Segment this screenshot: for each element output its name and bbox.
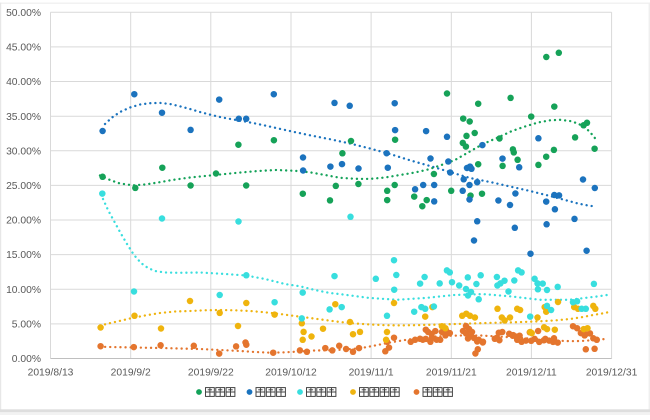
svg-text:45.00%: 45.00%: [6, 43, 41, 54]
svg-text:10.00%: 10.00%: [6, 285, 41, 296]
svg-text:2019/11/21: 2019/11/21: [426, 368, 477, 379]
svg-text:2019/9/2: 2019/9/2: [111, 368, 151, 379]
svg-text:5.00%: 5.00%: [12, 320, 41, 331]
svg-text:2019/9/22: 2019/9/22: [188, 368, 234, 379]
svg-text:2019/12/11: 2019/12/11: [506, 368, 557, 379]
svg-text:20.00%: 20.00%: [6, 216, 41, 227]
svg-text:40.00%: 40.00%: [6, 77, 41, 88]
svg-text:25.00%: 25.00%: [6, 181, 41, 192]
svg-text:2019/11/1: 2019/11/1: [349, 368, 394, 379]
svg-text:35.00%: 35.00%: [6, 112, 41, 123]
svg-text:0.00%: 0.00%: [12, 354, 41, 365]
svg-text:2019/8/13: 2019/8/13: [28, 368, 74, 379]
svg-text:2019/10/12: 2019/10/12: [265, 368, 317, 379]
svg-text:30.00%: 30.00%: [6, 146, 41, 157]
svg-text:15.00%: 15.00%: [6, 250, 41, 261]
svg-text:50.00%: 50.00%: [6, 8, 41, 19]
svg-text:2019/12/31: 2019/12/31: [586, 368, 638, 379]
